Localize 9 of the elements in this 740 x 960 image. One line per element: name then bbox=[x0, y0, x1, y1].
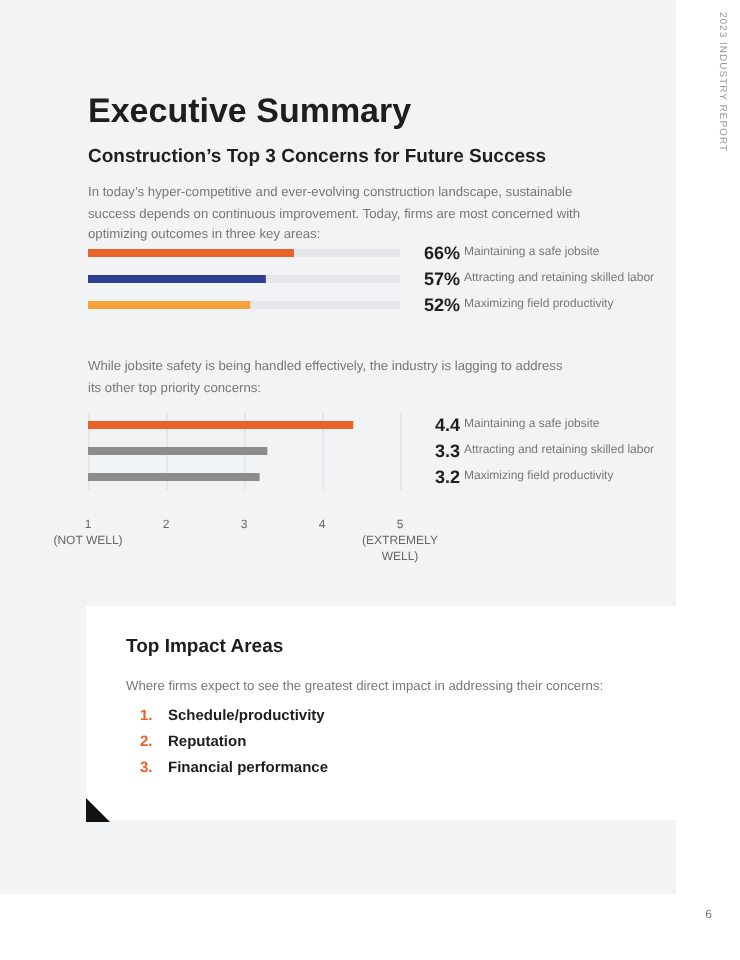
data-label: 66% bbox=[423, 243, 460, 263]
data-label: 3.2 bbox=[434, 467, 460, 487]
data-label: 4.4 bbox=[434, 415, 460, 435]
chart-title: Executive Summary bbox=[88, 92, 412, 132]
data-label: 52% bbox=[423, 295, 460, 315]
data-label: 57% bbox=[423, 269, 460, 289]
data-label: 3.3 bbox=[434, 441, 460, 461]
chart-subtitle: Construction’s Top 3 Concerns for Future Success bbox=[88, 146, 547, 168]
text: Top Impact Areas bbox=[126, 636, 284, 658]
